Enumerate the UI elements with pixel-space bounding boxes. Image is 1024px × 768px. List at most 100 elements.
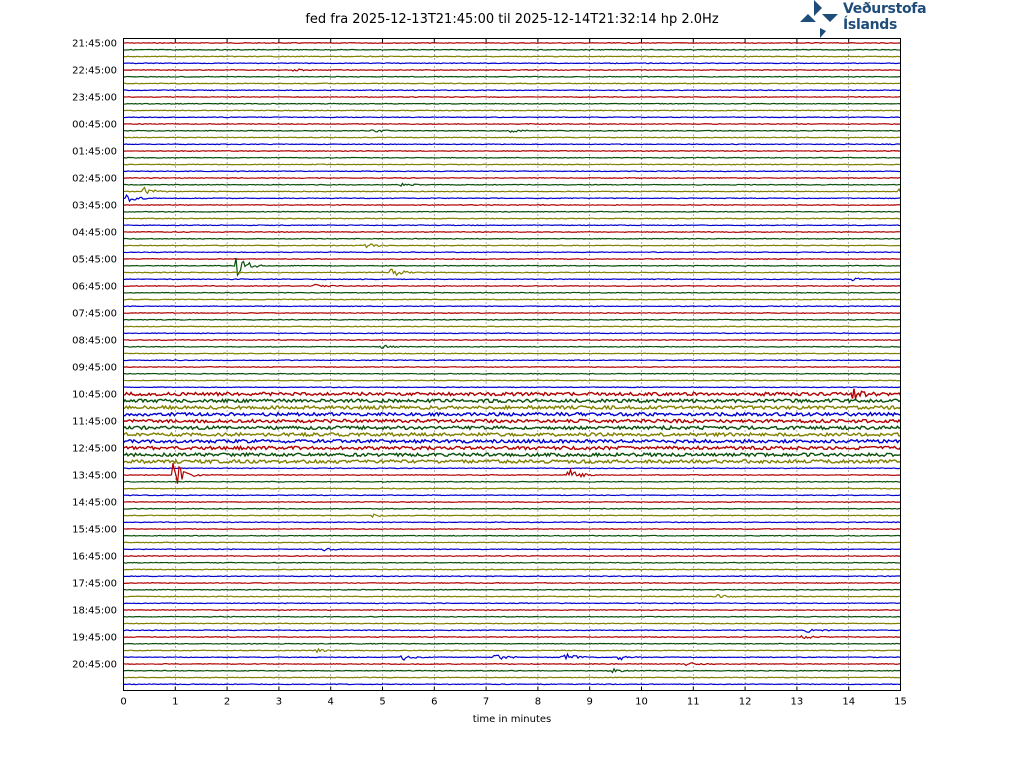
seismic-trace xyxy=(123,438,901,445)
seismic-trace xyxy=(123,463,901,484)
seismic-trace xyxy=(123,170,901,173)
x-tick-label: 11 xyxy=(687,697,700,708)
grid-layer xyxy=(175,38,850,691)
seismic-trace xyxy=(123,55,901,58)
x-tick-label: 8 xyxy=(535,697,541,708)
seismic-trace xyxy=(123,622,901,625)
seismic-trace xyxy=(123,210,901,213)
x-tick-label: 12 xyxy=(739,697,752,708)
seismic-trace xyxy=(123,109,901,112)
seismic-trace xyxy=(123,231,901,233)
seismic-trace xyxy=(123,411,901,418)
hour-label: 03:45:00 xyxy=(72,201,117,212)
logo-text-line2: Íslands xyxy=(843,17,898,33)
hour-label: 06:45:00 xyxy=(72,282,117,293)
seismic-trace xyxy=(123,513,901,519)
seismic-trace xyxy=(123,305,901,308)
hour-label: 08:45:00 xyxy=(72,336,117,347)
seismic-trace xyxy=(123,555,901,557)
seismic-trace xyxy=(123,204,901,206)
seismic-trace xyxy=(123,480,901,483)
seismic-trace xyxy=(123,268,901,277)
logo-text-line1: Veðurstofa xyxy=(843,1,927,17)
seismic-trace xyxy=(123,534,901,537)
seismic-trace xyxy=(123,647,901,654)
seismic-trace xyxy=(123,372,901,375)
hour-label: 00:45:00 xyxy=(72,120,117,131)
hour-label: 17:45:00 xyxy=(72,579,117,590)
seismic-trace xyxy=(123,102,901,105)
hour-label: 05:45:00 xyxy=(72,255,117,266)
hour-label: 15:45:00 xyxy=(72,525,117,536)
chart-title: fed fra 2025-12-13T21:45:00 til 2025-12-… xyxy=(305,12,719,27)
seismic-trace xyxy=(123,594,901,599)
seismic-trace xyxy=(123,129,901,134)
seismic-trace xyxy=(123,642,901,645)
hour-label: 04:45:00 xyxy=(72,228,117,239)
seismic-trace xyxy=(123,676,901,679)
hour-label: 10:45:00 xyxy=(72,390,117,401)
hour-label: 11:45:00 xyxy=(72,417,117,428)
hour-labels: 21:45:00 22:45:00 23:45:00 00:45:00 01:45:00… xyxy=(72,39,117,671)
seismic-trace xyxy=(123,243,901,249)
seismic-trace xyxy=(123,404,901,411)
seismic-trace xyxy=(123,258,901,260)
seismic-trace xyxy=(123,458,901,465)
hour-label: 02:45:00 xyxy=(72,174,117,185)
seismic-trace xyxy=(123,379,901,382)
seismic-trace xyxy=(123,318,901,321)
x-tick-label: 14 xyxy=(842,697,855,708)
seismic-trace xyxy=(123,588,901,591)
seismic-trace xyxy=(123,418,902,424)
seismic-trace xyxy=(123,359,901,362)
x-tick-label: 1 xyxy=(172,697,178,708)
hour-label: 01:45:00 xyxy=(72,147,117,158)
seismic-trace xyxy=(123,352,901,355)
hour-label: 09:45:00 xyxy=(72,363,117,374)
seismic-trace xyxy=(123,156,901,159)
seismic-trace xyxy=(123,575,901,578)
seismic-trace xyxy=(123,528,901,530)
seismic-trace xyxy=(123,568,901,571)
seismic-trace xyxy=(123,298,901,301)
seismic-trace xyxy=(123,237,901,240)
seismic-trace xyxy=(123,602,901,605)
seismic-trace xyxy=(123,501,901,503)
seismic-trace xyxy=(123,582,901,585)
seismic-trace xyxy=(123,143,901,146)
hour-label: 07:45:00 xyxy=(72,309,117,320)
seismic-trace xyxy=(123,217,901,220)
seismic-trace xyxy=(123,194,901,203)
seismic-trace xyxy=(123,325,901,328)
seismic-trace xyxy=(123,136,901,139)
hour-label: 16:45:00 xyxy=(72,552,117,563)
seismic-trace xyxy=(123,507,901,510)
x-tick-label: 3 xyxy=(276,697,282,708)
seismic-trace xyxy=(123,68,901,72)
hour-label: 19:45:00 xyxy=(72,633,117,644)
seismic-trace xyxy=(123,521,901,524)
seismic-trace xyxy=(123,186,902,195)
seismic-trace xyxy=(123,149,901,153)
seismic-trace xyxy=(123,291,901,294)
x-ticks: 0 1 2 3 4 5 6 7 8 9 10 11 12 13 14 15 xyxy=(120,38,907,708)
seismic-trace xyxy=(123,667,901,674)
seismic-trace xyxy=(123,467,901,470)
seismic-trace xyxy=(123,332,901,335)
seismic-trace xyxy=(123,283,901,288)
x-tick-label: 9 xyxy=(587,697,593,708)
hour-label: 20:45:00 xyxy=(72,660,117,671)
seismic-trace xyxy=(123,339,901,341)
x-axis-label: time in minutes xyxy=(473,714,552,725)
seismic-trace xyxy=(123,547,901,552)
seismic-trace xyxy=(123,224,901,227)
seismic-trace xyxy=(123,683,901,686)
vedurstofa-logo-icon xyxy=(800,0,838,38)
seismic-trace xyxy=(123,96,901,98)
seismic-trace xyxy=(123,634,901,640)
seismic-trace xyxy=(123,257,901,277)
seismic-trace xyxy=(123,177,901,179)
hour-label: 22:45:00 xyxy=(72,66,117,77)
seismic-trace xyxy=(123,424,901,431)
